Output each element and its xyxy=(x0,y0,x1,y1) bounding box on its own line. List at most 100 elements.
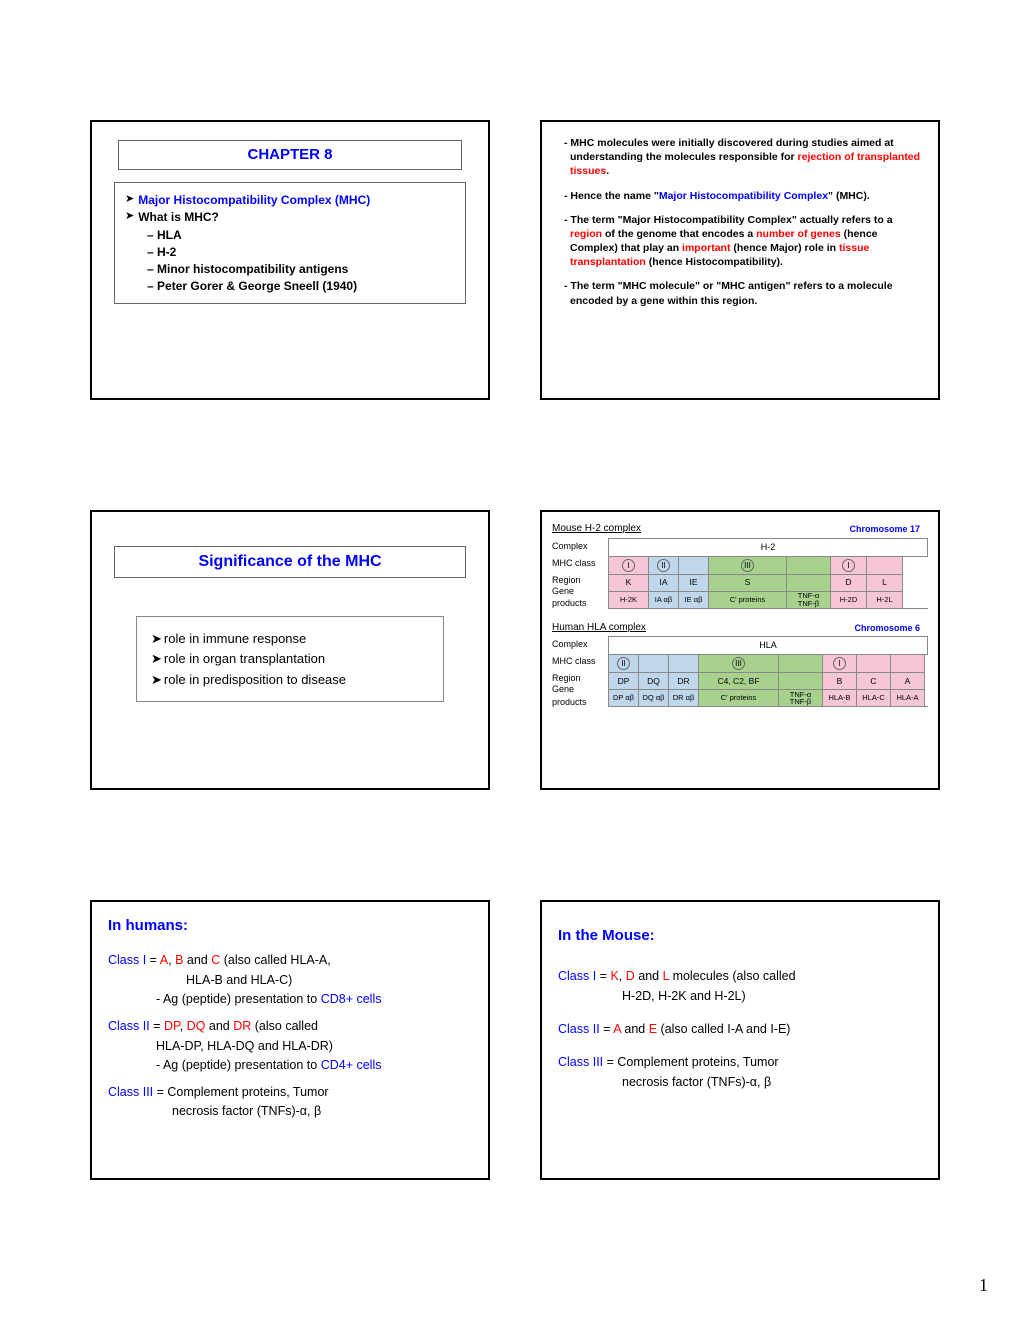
complex-label: HLA xyxy=(608,636,928,654)
t: region xyxy=(570,228,602,240)
diag-title: Mouse H-2 complex xyxy=(552,522,641,536)
text: " (MHC). xyxy=(828,190,870,202)
diag-chrom: Chromosome 17 xyxy=(849,523,928,535)
diag-col: IEIE αβ xyxy=(679,557,709,608)
diag-col: TNF-α TNF-β xyxy=(787,557,831,608)
t: A xyxy=(613,1022,621,1036)
diag-title: Human HLA complex xyxy=(552,621,646,635)
t: - Ag (peptide) presentation to xyxy=(156,992,321,1006)
t: Class III xyxy=(108,1085,153,1099)
diag-col: TNF-α TNF-β xyxy=(779,655,823,706)
m-class3-sub: necrosis factor (TNFs)-α, β xyxy=(558,1074,922,1091)
diag-col: DQDQ αβ xyxy=(639,655,669,706)
class2-line: Class II = DP, DQ and DR (also called xyxy=(108,1018,472,1035)
t: (hence Histocompatibility). xyxy=(646,256,783,268)
class1-sub: HLA-B and HLA-C) xyxy=(108,972,472,989)
slide2-p3: - The term "Major Histocompatibility Com… xyxy=(558,213,922,270)
slide1-content: ➤Major Histocompatibility Complex (MHC)➤… xyxy=(114,182,466,304)
diag-col: IIIAIA αβ xyxy=(649,557,679,608)
slide3-title: Significance of the MHC xyxy=(198,553,381,570)
t: K xyxy=(610,969,618,983)
row-label: MHC class xyxy=(552,653,608,670)
bullet-item: H-2 xyxy=(125,244,455,260)
complex-label: H-2 xyxy=(608,538,928,556)
page-number: 1 xyxy=(979,1275,988,1296)
t: Class I xyxy=(108,953,146,967)
row-label: Gene products xyxy=(552,589,608,606)
t: and xyxy=(205,1019,233,1033)
t: Class I xyxy=(558,969,596,983)
slide3-title-box: Significance of the MHC xyxy=(114,546,466,578)
t: - Ag (peptide) presentation to xyxy=(156,1058,321,1072)
t: DR xyxy=(233,1019,251,1033)
class1-line: Class I = A, B and C (also called HLA-A, xyxy=(108,952,472,969)
diag-chrom: Chromosome 6 xyxy=(854,622,928,634)
slide-6: In the Mouse: Class I = K, D and L molec… xyxy=(540,900,940,1180)
slide2-p1: - MHC molecules were initially discovere… xyxy=(558,136,922,179)
t: CD8+ cells xyxy=(321,992,382,1006)
t: - The term "Major Histocompatibility Com… xyxy=(564,214,893,226)
slide1-title: CHAPTER 8 xyxy=(247,146,332,163)
page: CHAPTER 8 ➤Major Histocompatibility Comp… xyxy=(0,0,1020,1320)
slide6-heading: In the Mouse: xyxy=(558,926,922,946)
slide-4: Mouse H-2 complexChromosome 17ComplexMHC… xyxy=(540,510,940,790)
diag-col: AHLA-A xyxy=(891,655,925,706)
t: and xyxy=(621,1022,649,1036)
sig-item: ➤role in immune response xyxy=(151,630,429,648)
diag-col: IIIC4, C2, BFC' proteins xyxy=(699,655,779,706)
bullet-item: Minor histocompatibility antigens xyxy=(125,261,455,277)
t: A xyxy=(160,953,168,967)
t: C xyxy=(211,953,220,967)
m-class1-sub: H-2D, H-2K and H-2L) xyxy=(558,988,922,1005)
bullet-item: ➤Major Histocompatibility Complex (MHC) xyxy=(125,192,455,208)
bullet-item: Peter Gorer & George Sneell (1940) xyxy=(125,278,455,294)
slide-grid: CHAPTER 8 ➤Major Histocompatibility Comp… xyxy=(90,120,940,1180)
diag-col: IDH-2D xyxy=(831,557,867,608)
t: DP xyxy=(164,1019,180,1033)
diag-col: IKH-2K xyxy=(609,557,649,608)
t: and xyxy=(183,953,211,967)
text: . xyxy=(606,165,609,177)
slide-3: Significance of the MHC ➤role in immune … xyxy=(90,510,490,790)
diag-col: DRDR αβ xyxy=(669,655,699,706)
class2-pres: - Ag (peptide) presentation to CD4+ cell… xyxy=(108,1057,472,1074)
sig-item: ➤role in predisposition to disease xyxy=(151,671,429,689)
bullet-item: ➤What is MHC? xyxy=(125,209,455,225)
class3-line: Class III = Complement proteins, Tumor xyxy=(108,1084,472,1101)
t: = xyxy=(150,1019,164,1033)
text: - Hence the name " xyxy=(564,190,659,202)
diag-col: IBHLA-B xyxy=(823,655,857,706)
diag-col: IIISC' proteins xyxy=(709,557,787,608)
t: CD4+ cells xyxy=(321,1058,382,1072)
t: = xyxy=(146,953,160,967)
class1-pres: - Ag (peptide) presentation to CD8+ cell… xyxy=(108,991,472,1008)
t: DQ xyxy=(187,1019,206,1033)
t: = xyxy=(600,1022,614,1036)
human-diagram: Human HLA complexChromosome 6ComplexMHC … xyxy=(552,621,928,708)
row-label: Gene products xyxy=(552,687,608,704)
class3-sub: necrosis factor (TNFs)-α, β xyxy=(108,1103,472,1120)
slide5-heading: In humans: xyxy=(108,916,472,936)
row-label: MHC class xyxy=(552,555,608,572)
t: = Complement proteins, Tumor xyxy=(153,1085,328,1099)
t: molecules (also called xyxy=(669,969,795,983)
t: , xyxy=(180,1019,187,1033)
slide-2: - MHC molecules were initially discovere… xyxy=(540,120,940,400)
diag-col: IIDPDP αβ xyxy=(609,655,639,706)
slide-5: In humans: Class I = A, B and C (also ca… xyxy=(90,900,490,1180)
t: Class III xyxy=(558,1055,603,1069)
bullet-item: HLA xyxy=(125,227,455,243)
t: = xyxy=(596,969,610,983)
m-class3-line: Class III = Complement proteins, Tumor xyxy=(558,1054,922,1071)
t: E xyxy=(649,1022,657,1036)
m-class2-line: Class II = A and E (also called I-A and … xyxy=(558,1021,922,1038)
t: (also called HLA-A, xyxy=(220,953,330,967)
slide2-p2: - Hence the name "Major Histocompatibili… xyxy=(558,189,922,203)
t: important xyxy=(682,242,730,254)
t: (hence Major) role in xyxy=(730,242,839,254)
slide1-title-box: CHAPTER 8 xyxy=(118,140,462,170)
t: Class II xyxy=(108,1019,150,1033)
m-class1-line: Class I = K, D and L molecules (also cal… xyxy=(558,968,922,985)
t: D xyxy=(626,969,635,983)
slide3-box: ➤role in immune response➤role in organ t… xyxy=(136,616,444,703)
